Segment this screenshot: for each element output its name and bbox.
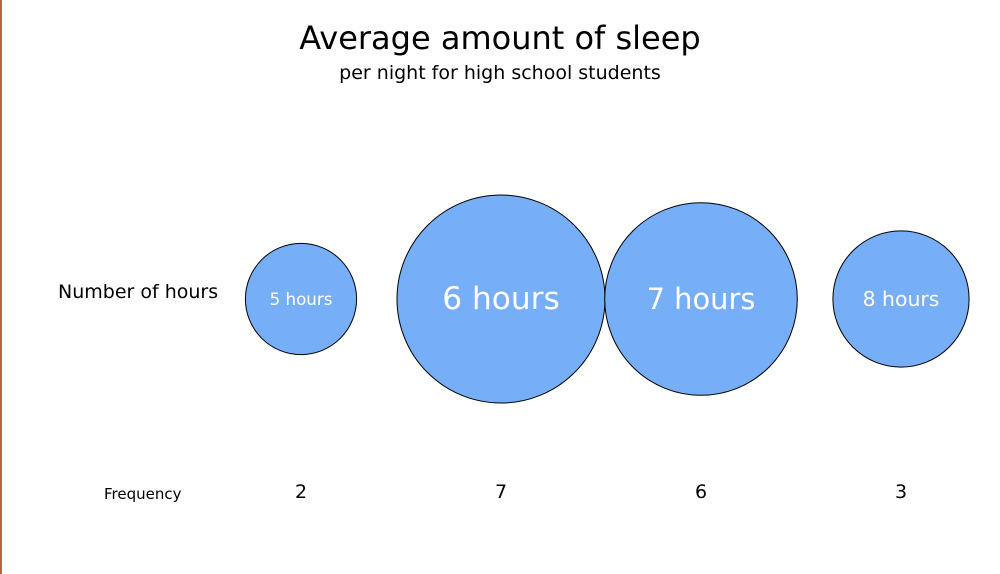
frequency-value-6-hours: 7 — [495, 481, 507, 503]
bubble-label-6-hours: 6 hours — [442, 281, 559, 317]
hours-row-label: Number of hours — [58, 281, 219, 303]
bubble-8-hours — [832, 230, 970, 368]
bubble-label-7-hours: 7 hours — [647, 282, 756, 316]
frequency-value-8-hours: 3 — [895, 481, 907, 503]
bubble-7-hours — [604, 202, 798, 396]
bubble-label-5-hours: 5 hours — [270, 289, 333, 309]
frequency-value-5-hours: 2 — [295, 481, 307, 503]
frequency-value-7-hours: 6 — [695, 481, 707, 503]
bubble-5-hours — [244, 242, 358, 356]
chart-subtitle: per night for high school students — [339, 62, 661, 84]
frequency-row-label: Frequency — [104, 485, 182, 503]
left-edge-line — [0, 0, 2, 574]
chart-title: Average amount of sleep — [299, 19, 701, 57]
bubble-label-8-hours: 8 hours — [863, 287, 940, 311]
